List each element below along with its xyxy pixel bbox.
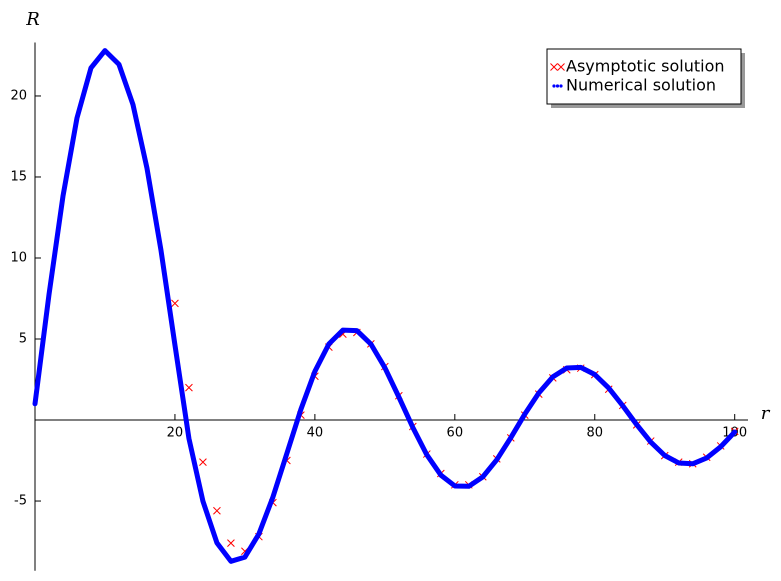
marker bbox=[550, 63, 558, 71]
y-tick-label: -5 bbox=[14, 494, 27, 509]
y-tick-label: 10 bbox=[10, 250, 27, 265]
y-tick-label: 20 bbox=[10, 88, 27, 103]
y-tick-label: 5 bbox=[19, 332, 27, 347]
legend-label: Numerical solution bbox=[566, 76, 716, 95]
marker bbox=[227, 539, 235, 548]
marker bbox=[555, 84, 560, 88]
marker bbox=[559, 84, 563, 88]
x-axis-label: r bbox=[761, 403, 771, 424]
legend-label: Asymptotic solution bbox=[566, 57, 725, 76]
marker bbox=[185, 383, 193, 392]
numerical-curve bbox=[32, 48, 738, 564]
legend bbox=[546, 48, 742, 105]
y-axis-label: R bbox=[25, 9, 40, 30]
x-tick-label: 80 bbox=[586, 426, 603, 441]
marker bbox=[171, 299, 179, 308]
marker bbox=[213, 506, 221, 515]
marker bbox=[199, 458, 207, 466]
marker bbox=[552, 84, 556, 88]
x-tick-label: 20 bbox=[167, 426, 184, 441]
y-tick-label: 15 bbox=[10, 169, 27, 184]
marker bbox=[557, 63, 565, 71]
x-tick-label: 60 bbox=[447, 426, 464, 441]
x-tick-label: 40 bbox=[307, 426, 324, 441]
